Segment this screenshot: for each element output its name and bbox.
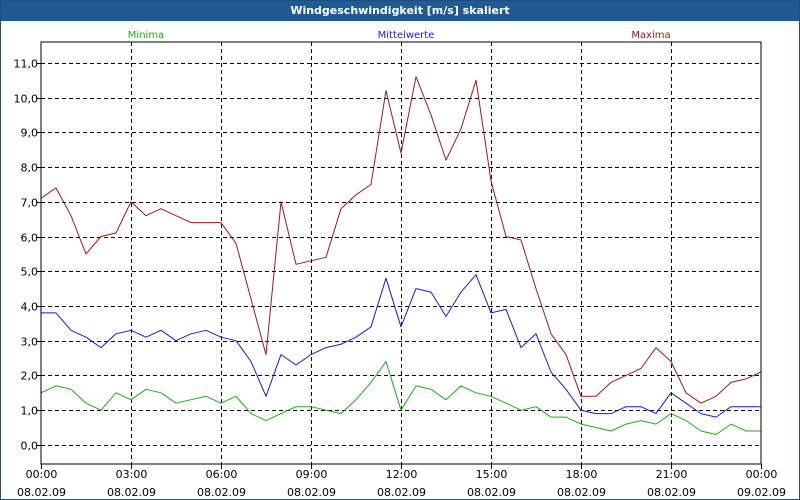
y-tick-label: 2,0 [21, 370, 39, 383]
series-maxima-line [40, 76, 762, 404]
series-mittelwerte-line [41, 274, 761, 418]
x-tick-date: 08.02.09 [107, 486, 156, 499]
grid [41, 42, 761, 464]
legend-mittelwerte: Mittelwerte [378, 30, 435, 41]
x-tick-time: 00:00 [26, 468, 58, 481]
y-axis: 0,0 1,0 2,0 3,0 4,0 5,0 6,0 7,0 8,0 9,0 10,0 11,0 [14, 58, 41, 453]
x-tick-time: 03:00 [116, 468, 148, 481]
x-tick-time: 21:00 [656, 468, 688, 481]
y-tick-label: 0,0 [21, 440, 39, 453]
x-tick-date: 08.02.09 [197, 486, 246, 499]
legend-maxima: Maxima [631, 30, 670, 41]
x-tick-date: 08.02.09 [287, 486, 336, 499]
x-tick-time: 18:00 [566, 468, 598, 481]
y-tick-label: 5,0 [21, 266, 39, 279]
y-tick-label: 8,0 [21, 162, 39, 175]
x-tick-date: 08.02.09 [17, 486, 66, 499]
x-tick-date: 08.02.09 [467, 486, 516, 499]
x-tick-date: 08.02.09 [647, 486, 696, 499]
x-tick-date: 09.02.09 [737, 486, 786, 499]
y-tick-label: 7,0 [21, 197, 39, 210]
x-axis: 00:00 08.02.09 03:00 08.02.09 06:00 08.02.09 0… [17, 464, 786, 499]
x-tick-time: 09:00 [296, 468, 328, 481]
window-title: Windgeschwindigkeit [m/s] skaliert [1, 1, 799, 21]
y-tick-label: 11,0 [14, 58, 39, 71]
y-tick-label: 6,0 [21, 232, 39, 245]
y-tick-label: 3,0 [21, 336, 39, 349]
legend-minima: Minima [128, 30, 164, 41]
y-tick-label: 10,0 [14, 93, 39, 106]
wind-speed-chart: Minima Mittelwerte Maxima 0,0 1,0 2,0 3,0 4,… [14, 30, 786, 499]
x-tick-date: 08.02.09 [557, 486, 606, 499]
x-tick-time: 00:00 [746, 468, 778, 481]
y-tick-label: 9,0 [21, 127, 39, 140]
series-minima-line [40, 361, 761, 435]
x-tick-time: 15:00 [476, 468, 508, 481]
y-tick-label: 1,0 [21, 405, 39, 418]
x-tick-date: 08.02.09 [377, 486, 426, 499]
x-tick-time: 06:00 [206, 468, 238, 481]
x-tick-time: 12:00 [386, 468, 418, 481]
y-tick-label: 4,0 [21, 301, 39, 314]
series-group [40, 76, 762, 435]
